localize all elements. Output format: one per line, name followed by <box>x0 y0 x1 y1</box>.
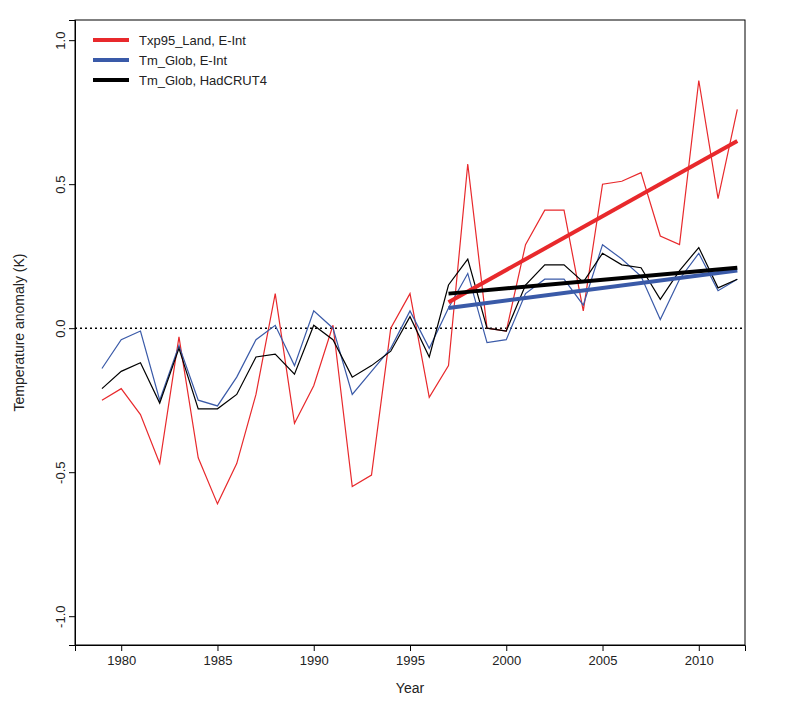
y-tick-mark <box>69 328 75 329</box>
x-tick-label: 1980 <box>107 653 136 668</box>
x-tick-mark <box>603 645 604 651</box>
legend-swatch <box>93 38 129 42</box>
legend-swatch <box>93 58 129 62</box>
reference-line <box>75 327 745 329</box>
y-tick-label: 0.0 <box>53 320 68 338</box>
y-tick: -0.5 <box>53 461 75 483</box>
y-tick-label: 1.0 <box>53 32 68 50</box>
x-tick-mark <box>699 645 700 651</box>
x-axis-title: Year <box>396 680 425 696</box>
x-tick-mark <box>506 645 507 651</box>
legend-swatch <box>93 78 129 82</box>
legend-entry: Txp95_Land, E-Int <box>93 33 246 48</box>
y-tick: 1.0 <box>53 32 75 50</box>
x-tick-mark <box>410 645 411 651</box>
series-line <box>102 248 737 409</box>
y-tick-mark <box>69 40 75 41</box>
x-tick-mark <box>217 645 218 651</box>
legend-entry: Tm_Glob, HadCRUT4 <box>93 73 267 88</box>
trend-line <box>449 268 738 294</box>
x-tick-label: 1995 <box>396 653 425 668</box>
data-area <box>75 80 745 503</box>
series-line <box>102 80 737 503</box>
x-tick-label: 1990 <box>300 653 329 668</box>
legend: Txp95_Land, E-Int Tm_Glob, E-Int Tm_Glob, … <box>93 33 267 88</box>
x-tick: 2005 <box>589 645 618 668</box>
y-tick-label: -0.5 <box>53 461 68 483</box>
x-tick: 2010 <box>685 645 714 668</box>
y-tick: -1.0 <box>53 605 75 627</box>
x-tick-label: 2010 <box>685 653 714 668</box>
x-tick-label: 2005 <box>589 653 618 668</box>
y-tick-mark <box>69 184 75 185</box>
legend-label: Txp95_Land, E-Int <box>139 33 246 48</box>
y-tick-label: -1.0 <box>53 605 68 627</box>
y-tick-mark <box>69 472 75 473</box>
x-tick: 1985 <box>204 645 233 668</box>
x-tick: 1980 <box>107 645 136 668</box>
y-axis: -1.0 -0.5 0.0 0.5 1.0 <box>53 21 76 646</box>
x-tick: 2000 <box>492 645 521 668</box>
x-tick-mark <box>121 645 122 651</box>
legend-label: Tm_Glob, E-Int <box>139 53 228 68</box>
y-axis-title: Temperature anomaly (K) <box>11 254 27 412</box>
plot: 1980 1985 1990 1995 2000 2005 2010 -1.0 -0.5 0.0 0… <box>53 20 746 668</box>
legend-label: Tm_Glob, HadCRUT4 <box>139 73 267 88</box>
x-axis: 1980 1985 1990 1995 2000 2005 2010 <box>76 645 746 668</box>
chart: 1980 1985 1990 1995 2000 2005 2010 -1.0 -0.5 0.0 0… <box>0 0 800 709</box>
y-tick-label: 0.5 <box>53 176 68 194</box>
y-tick: 0.5 <box>53 176 75 194</box>
y-tick: 0.0 <box>53 320 75 338</box>
x-tick: 1990 <box>300 645 329 668</box>
x-tick-mark <box>314 645 315 651</box>
x-tick-label: 1985 <box>204 653 233 668</box>
plot-frame <box>75 20 745 645</box>
legend-entry: Tm_Glob, E-Int <box>93 53 228 68</box>
y-tick-mark <box>69 616 75 617</box>
x-axis-line <box>76 646 746 652</box>
x-tick: 1995 <box>396 645 425 668</box>
x-tick-label: 2000 <box>492 653 521 668</box>
y-axis-line <box>69 21 76 646</box>
